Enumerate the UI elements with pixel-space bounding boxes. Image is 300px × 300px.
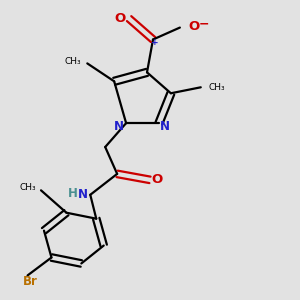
Text: N: N — [160, 120, 170, 133]
Text: O: O — [152, 173, 163, 186]
Text: CH₃: CH₃ — [65, 56, 81, 65]
Text: CH₃: CH₃ — [19, 183, 36, 192]
Text: CH₃: CH₃ — [208, 83, 225, 92]
Text: −: − — [199, 17, 209, 31]
Text: Br: Br — [22, 275, 38, 288]
Text: N: N — [78, 188, 88, 201]
Text: H: H — [68, 187, 78, 200]
Text: O: O — [115, 12, 126, 25]
Text: N: N — [114, 120, 124, 133]
Text: O: O — [189, 20, 200, 33]
Text: +: + — [151, 38, 158, 47]
